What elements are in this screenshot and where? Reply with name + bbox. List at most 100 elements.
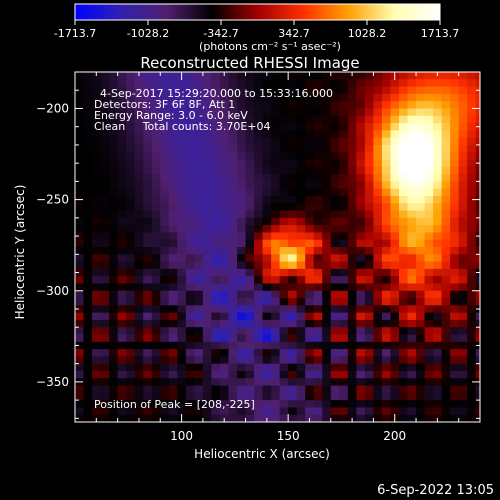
heatmap-cell (424, 378, 434, 387)
heatmap-cell (262, 115, 272, 124)
heatmap-cell (433, 370, 443, 379)
heatmap-cell (109, 152, 119, 161)
heatmap-cell (313, 137, 323, 146)
heatmap-cell (262, 407, 272, 416)
heatmap-cell (92, 152, 102, 161)
heatmap-cell (254, 86, 264, 95)
heatmap-cell (83, 166, 93, 175)
colorbar-tick-label: 1028.2 (348, 27, 387, 40)
heatmap-cell (177, 319, 187, 328)
heatmap-cell (262, 283, 272, 292)
heatmap-cell (211, 217, 221, 226)
heatmap-cell (399, 195, 409, 204)
heatmap-cell (313, 363, 323, 372)
heatmap-cell (450, 225, 460, 234)
heatmap-cell (424, 174, 434, 182)
heatmap-cell (237, 298, 247, 306)
heatmap-cell (364, 144, 375, 153)
heatmap-cell (151, 181, 161, 190)
heatmap-cell (254, 137, 264, 146)
heatmap-cell (416, 414, 426, 422)
heatmap-cell (100, 217, 110, 226)
heatmap-cell (322, 144, 332, 153)
heatmap-cell (202, 290, 213, 299)
heatmap-cell (202, 203, 213, 212)
heatmap-cell (151, 254, 161, 263)
heatmap-cell (424, 247, 434, 255)
heatmap-cell (228, 268, 238, 277)
heatmap-cell (381, 152, 392, 161)
heatmap-cell (339, 392, 349, 401)
heatmap-cell (262, 93, 272, 102)
heatmap-cell (168, 283, 178, 292)
heatmap-cell (194, 319, 204, 328)
heatmap-cell (416, 225, 426, 234)
heatmap-cell (211, 349, 221, 357)
heatmap-cell (305, 312, 315, 321)
heatmap-cell (134, 130, 144, 139)
heatmap-cell (168, 188, 178, 197)
heatmap-cell (271, 290, 281, 299)
heatmap-cell (416, 349, 426, 357)
heatmap-cell (450, 72, 460, 80)
heatmap-cell (305, 188, 315, 197)
heatmap-cell (441, 195, 451, 204)
heatmap-cell (322, 356, 332, 365)
heatmap-cell (399, 174, 409, 182)
heatmap-cell (450, 370, 460, 379)
heatmap-cell (305, 166, 315, 175)
heatmap-cell (245, 166, 255, 175)
heatmap-cell (390, 225, 400, 234)
heatmap-cell (160, 108, 170, 117)
heatmap-cell (407, 195, 417, 204)
heatmap-cell (424, 400, 434, 409)
y-tick-label: −350 (36, 375, 69, 389)
heatmap-cell (194, 123, 204, 131)
heatmap-cell (160, 79, 170, 88)
heatmap-cell (168, 203, 178, 212)
heatmap-cell (143, 392, 153, 401)
heatmap-cell (117, 392, 127, 401)
heatmap-cell (92, 144, 102, 153)
heatmap-cell (237, 334, 247, 343)
heatmap-cell (168, 349, 178, 357)
heatmap-cell (296, 334, 306, 343)
heatmap-cell (296, 414, 306, 422)
heatmap-cell (202, 378, 213, 387)
heatmap-cell (254, 195, 264, 204)
heatmap-cell (185, 247, 195, 255)
heatmap-cell (177, 232, 187, 241)
heatmap-cell (416, 108, 426, 117)
heatmap-cell (288, 392, 298, 401)
heatmap-cell (373, 254, 383, 263)
heatmap-cell (399, 217, 409, 226)
heatmap-cell (433, 123, 443, 131)
heatmap-cell (219, 108, 230, 117)
heatmap-cell (450, 152, 460, 161)
heatmap-cell (356, 385, 366, 394)
heatmap-cell (185, 290, 195, 299)
heatmap-cell (160, 86, 170, 95)
heatmap-cell (143, 239, 153, 248)
heatmap-cell (399, 188, 409, 197)
heatmap-cell (151, 210, 161, 219)
heatmap-cell (433, 363, 443, 372)
heatmap-cell (279, 276, 289, 285)
heatmap-cell (262, 137, 272, 146)
heatmap-cell (168, 72, 178, 80)
heatmap-cell (151, 137, 161, 146)
heatmap-cell (100, 268, 110, 277)
heatmap-cell (399, 305, 409, 314)
heatmap-cell (475, 130, 480, 139)
heatmap-cell (381, 290, 392, 299)
heatmap-cell (109, 166, 119, 175)
heatmap-cell (330, 290, 340, 299)
heatmap-cell (126, 378, 136, 387)
heatmap-cell (271, 319, 281, 328)
heatmap-cell (211, 370, 221, 379)
heatmap-cell (399, 72, 409, 80)
heatmap-cell (339, 217, 349, 226)
heatmap-cell (219, 93, 230, 102)
heatmap-cell (237, 137, 247, 146)
heatmap-cell (177, 334, 187, 343)
